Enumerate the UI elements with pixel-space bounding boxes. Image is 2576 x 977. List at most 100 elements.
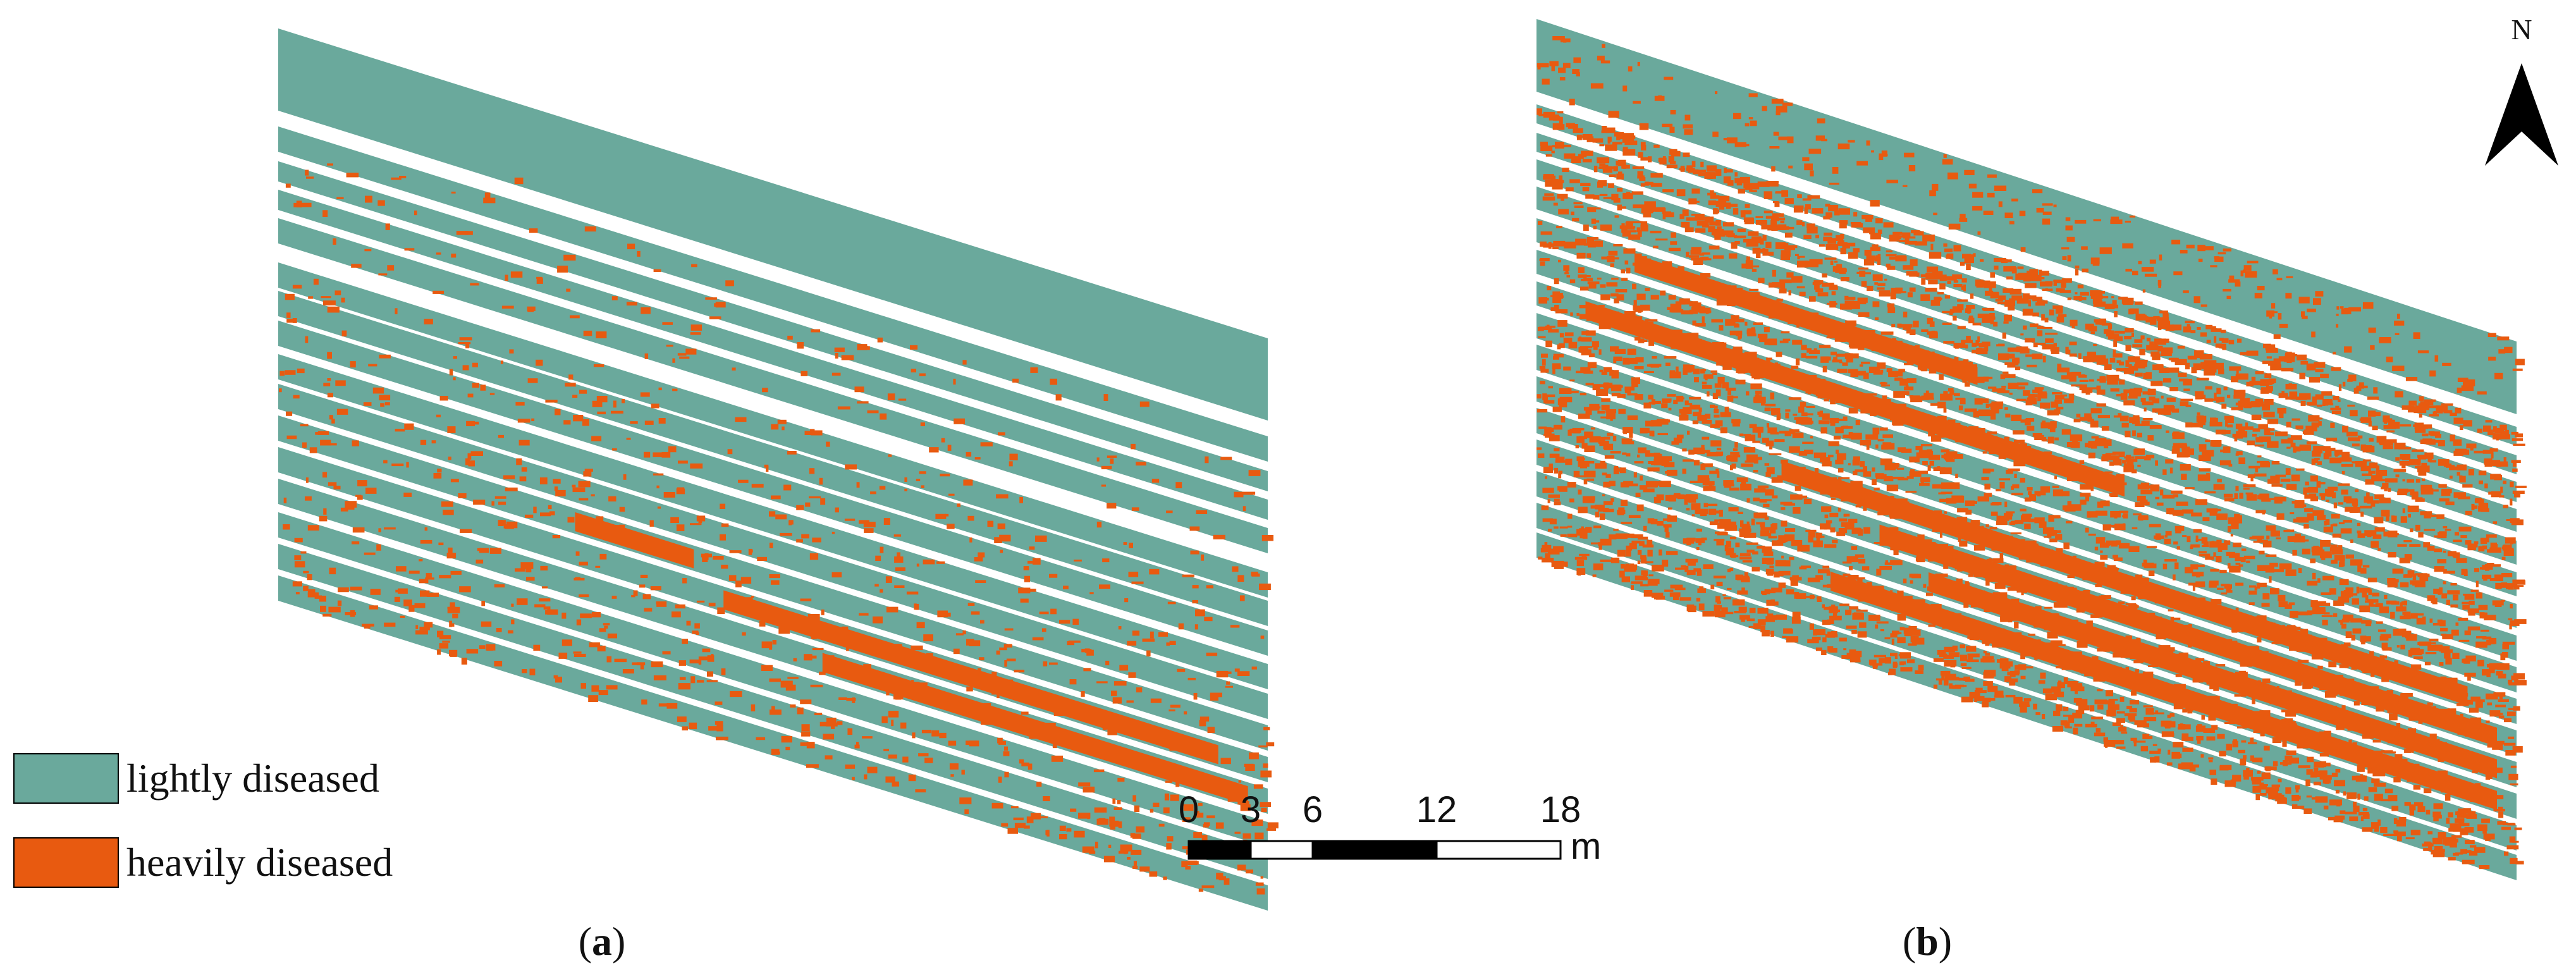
heavy-patch [2420,488,2434,495]
heavy-patch [1063,586,1069,589]
heavy-patch [1896,235,1905,238]
heavy-patch [2224,540,2231,545]
heavy-patch [1758,278,1765,283]
heavy-patch [658,418,666,424]
heavy-patch [1773,132,1779,136]
heavy-patch [1965,344,1968,349]
heavy-patch [1714,409,1719,414]
heavy-patch [1688,198,1697,205]
heavy-patch [357,480,367,487]
heavy-patch [1686,252,1690,257]
heavy-patch [555,489,566,496]
heavy-patch [1855,469,1863,472]
heavy-patch [967,603,975,606]
heavy-patch [2039,521,2047,528]
heavy-patch [1610,419,1613,421]
heavy-patch [781,735,792,743]
heavy-patch [1970,520,1980,526]
heavy-patch [1851,527,1861,534]
heavy-patch [1716,299,1728,306]
heavy-patch [1538,426,1547,429]
heavy-patch [1695,228,1706,233]
heavy-patch [2124,336,2132,340]
heavy-patch [935,734,942,736]
heavy-patch [1930,300,1941,306]
heavy-patch [365,488,377,494]
heavy-patch [2353,701,2360,706]
heavy-patch [2344,642,2351,647]
heavy-patch [2119,510,2128,513]
heavy-patch [1953,454,1963,459]
heavy-patch [1853,470,1858,476]
heavy-patch [352,541,360,544]
heavy-patch [1690,404,1701,410]
heavy-patch [881,716,888,723]
heavy-patch [2056,548,2063,554]
heavy-patch [2513,585,2524,587]
heavy-patch [2209,541,2222,548]
heavy-patch [1199,720,1206,727]
heavy-patch [678,460,688,464]
heavy-patch [1043,661,1048,667]
heavy-patch [334,290,341,295]
heavy-patch [1843,416,1848,421]
heavy-patch [948,493,955,496]
heavy-patch [2489,547,2501,553]
heavy-patch [2508,736,2515,739]
heavy-patch [307,574,312,581]
heavy-patch [2510,498,2513,506]
heavy-patch [1814,468,1819,474]
heavy-patch [2278,356,2290,362]
heavy-patch [1587,281,1600,285]
heavy-patch [2054,437,2059,441]
heavy-patch [1909,471,1922,477]
heavy-patch [2486,672,2491,677]
heavy-patch [2415,428,2426,433]
heavy-patch [1909,287,1916,292]
heavy-patch [2289,391,2298,398]
heavy-patch [1583,243,1590,246]
heavy-patch [1850,433,1862,440]
heavy-patch [2498,349,2506,354]
heavy-patch [2002,332,2006,339]
heavy-patch [1641,145,1647,151]
heavy-patch [1627,348,1636,355]
heavy-patch [2456,387,2462,393]
heavy-patch [835,507,839,513]
heavy-patch [2478,470,2487,476]
heavy-patch [1715,169,1722,176]
heavy-patch [2166,397,2176,402]
heavy-patch [1598,305,1605,307]
heavy-patch [1623,133,1635,137]
heavy-patch [2058,491,2064,495]
heavy-patch [1762,106,1767,111]
heavy-patch [2095,438,2107,445]
heavy-patch [2273,358,2281,365]
heavy-patch [2323,526,2333,532]
heavy-patch [2135,574,2143,581]
heavy-patch [2215,343,2222,348]
heavy-patch [2327,490,2334,497]
heavy-patch [1887,266,1896,270]
heavy-patch [1600,224,1612,231]
heavy-patch [505,274,508,281]
heavy-patch [1213,534,1225,539]
heavy-patch [1731,464,1736,469]
heavy-patch [1953,393,1960,396]
heavy-patch [2216,513,2228,520]
heavy-patch [2213,484,2225,490]
heavy-patch [844,519,856,521]
heavy-patch [2149,524,2161,527]
heavy-patch [2331,367,2341,371]
heavy-patch [2159,310,2168,314]
heavy-patch [1198,802,1203,806]
heavy-patch [1153,802,1160,808]
heavy-patch [2352,499,2358,506]
heavy-patch [1765,242,1772,249]
heavy-patch [1817,411,1822,415]
heavy-patch [955,633,964,636]
heavy-patch [1879,427,1888,431]
heavy-patch [1175,782,1180,787]
heavy-patch [2030,274,2042,281]
heavy-patch [1723,138,1729,140]
